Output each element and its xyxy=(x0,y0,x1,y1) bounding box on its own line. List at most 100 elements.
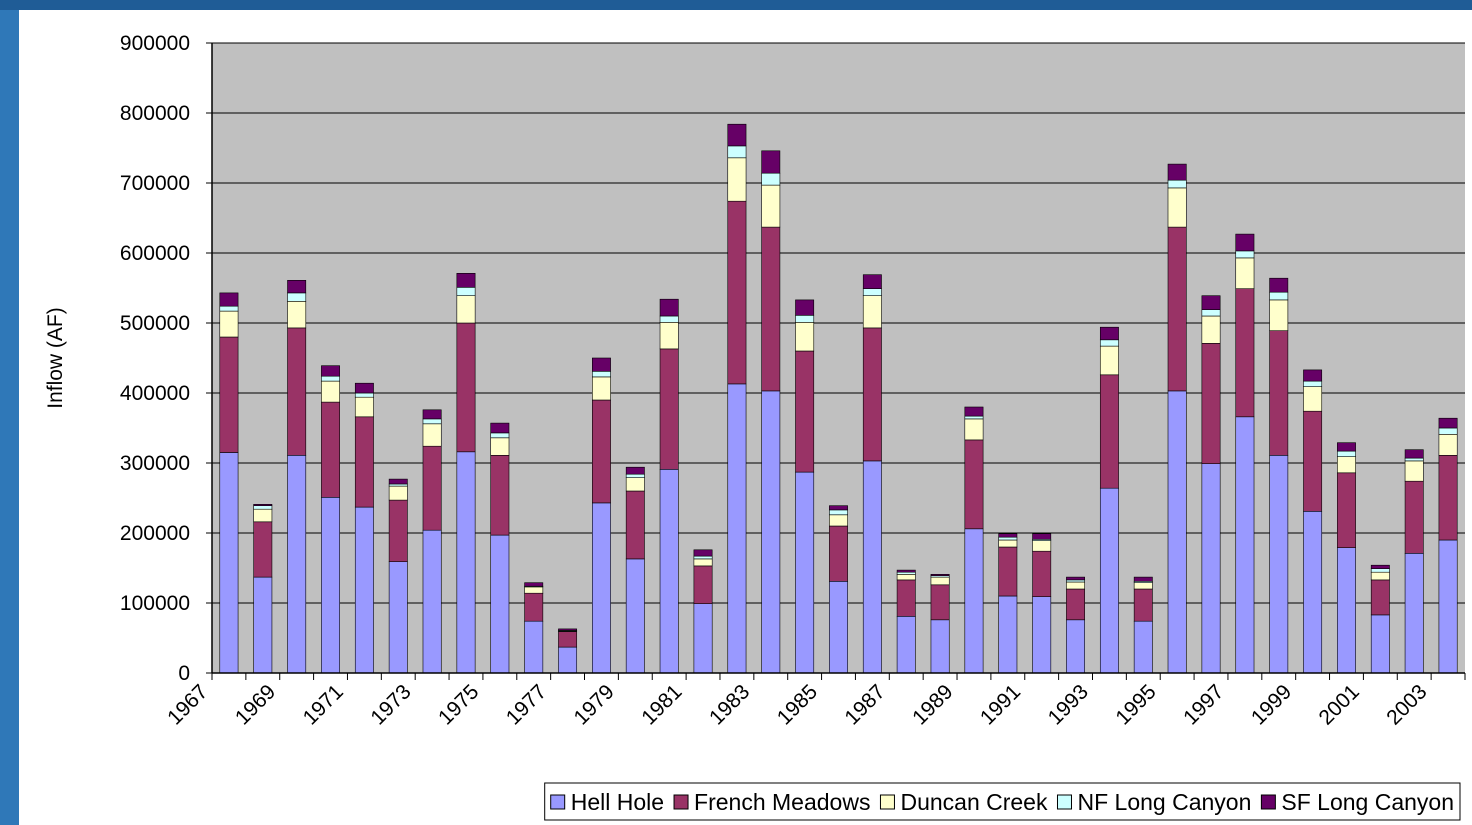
bar-segment xyxy=(354,416,374,508)
bar-segment xyxy=(1167,187,1187,228)
bar-segment xyxy=(592,376,611,401)
y-axis-label: Inflow (AF) xyxy=(44,307,67,409)
bar-segment xyxy=(998,539,1018,548)
bar-segment xyxy=(998,595,1018,674)
bar-segment xyxy=(998,546,1018,597)
bar-segment xyxy=(388,483,408,487)
bar-segment xyxy=(659,321,679,350)
bar-segment xyxy=(219,310,239,338)
bar-segment xyxy=(964,406,984,417)
bar-segment xyxy=(219,452,239,674)
bar-segment xyxy=(1337,450,1356,458)
y-tick-label: 200000 xyxy=(120,522,190,545)
bar-segment xyxy=(1370,568,1390,573)
bar-segment xyxy=(1269,277,1289,293)
bar-segment xyxy=(930,576,950,586)
bar-segment xyxy=(1438,427,1458,435)
bar-segment xyxy=(1066,619,1085,674)
bar-segment xyxy=(862,295,882,329)
bar-segment xyxy=(964,418,984,441)
bar-segment xyxy=(1438,454,1458,541)
bar-segment xyxy=(1269,454,1289,674)
legend-swatch xyxy=(673,794,689,810)
bar-segment xyxy=(1167,390,1187,674)
bar-segment xyxy=(829,525,848,582)
y-tick-label: 700000 xyxy=(120,172,190,195)
bar-segment xyxy=(524,586,544,594)
bar-segment xyxy=(253,508,273,523)
bar-segment xyxy=(1235,250,1255,259)
bar-segment xyxy=(693,555,713,560)
bar-segment xyxy=(1099,487,1119,674)
bar-segment xyxy=(490,454,510,536)
bar-segment xyxy=(1438,539,1458,674)
bar-segment xyxy=(930,584,950,621)
bar-segment xyxy=(524,582,544,587)
bar-segment xyxy=(558,631,578,648)
bar-segment xyxy=(1438,433,1458,456)
bar-segment xyxy=(1066,581,1085,590)
legend: Hell Hole French Meadows Duncan Creek NF Lo… xyxy=(544,782,1461,821)
bar-segment xyxy=(1235,416,1255,674)
bar-segment xyxy=(1303,369,1323,382)
bar-segment xyxy=(422,529,442,674)
bar-segment xyxy=(727,383,747,674)
bar-segment xyxy=(829,505,848,511)
bar-segment xyxy=(490,534,510,674)
bar-segment xyxy=(625,490,645,560)
bar-segment xyxy=(896,573,916,581)
bar-segment xyxy=(1032,540,1052,552)
bar-segment xyxy=(1337,472,1356,548)
bar-segment xyxy=(219,292,239,307)
y-tick-label: 600000 xyxy=(120,242,190,265)
bar-segment xyxy=(930,619,950,674)
bar-segment xyxy=(321,375,340,382)
bar-segment xyxy=(896,579,916,617)
bar-segment xyxy=(1404,552,1424,674)
bar-segment xyxy=(727,157,747,202)
bar-segment xyxy=(422,418,442,425)
bar-segment xyxy=(727,200,747,385)
bar-segment xyxy=(1235,233,1255,252)
bar-segment xyxy=(321,380,340,403)
bar-segment xyxy=(1370,614,1390,674)
bar-segment xyxy=(829,514,848,527)
bar-segment xyxy=(422,409,442,420)
bar-segment xyxy=(1404,449,1424,459)
legend-label: French Meadows xyxy=(694,789,870,815)
bar-segment xyxy=(862,288,882,297)
bar-segment xyxy=(1235,257,1255,289)
bar-segment xyxy=(321,496,340,674)
bar-segment xyxy=(354,506,374,674)
bar-segment xyxy=(1337,456,1356,474)
bar-segment xyxy=(1303,410,1323,512)
legend-swatch xyxy=(1056,794,1072,810)
bar-segment xyxy=(456,272,476,288)
legend-label: Duncan Creek xyxy=(900,789,1048,815)
bar-segment xyxy=(964,528,984,674)
bar-segment xyxy=(1269,299,1289,331)
legend-swatch xyxy=(1260,794,1276,810)
bar-segment xyxy=(625,466,645,475)
bar-segment xyxy=(1133,576,1153,582)
bar-segment xyxy=(896,569,916,573)
bar-segment xyxy=(1099,374,1119,489)
bar-segment xyxy=(524,620,544,674)
bar-segment xyxy=(422,423,442,447)
bar-segment xyxy=(253,503,273,506)
bar-segment xyxy=(287,279,307,294)
bar-segment xyxy=(287,454,307,674)
bar-segment xyxy=(219,336,239,453)
bar-segment xyxy=(490,437,510,456)
bar-segment xyxy=(1201,342,1221,464)
bar-segment xyxy=(1099,326,1119,341)
bar-segment xyxy=(659,348,679,470)
bar-segment xyxy=(1066,576,1085,581)
bar-segment xyxy=(388,499,408,563)
bar-segment xyxy=(693,603,713,674)
bar-segment xyxy=(1404,480,1424,554)
bar-segment xyxy=(1133,620,1153,674)
bar-segment xyxy=(524,592,544,622)
bar-segment xyxy=(930,573,950,576)
